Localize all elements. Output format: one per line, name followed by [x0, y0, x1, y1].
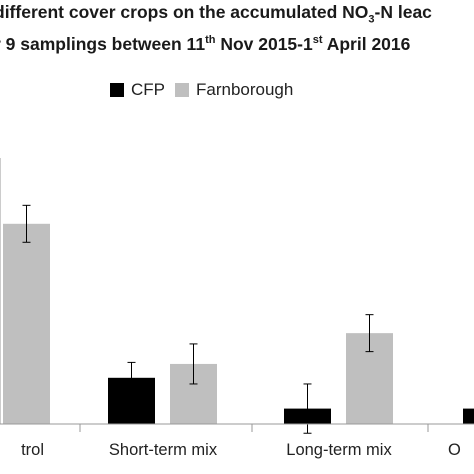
legend-swatch — [175, 83, 189, 97]
error-bar-farnborough-1 — [189, 343, 198, 385]
error-bar-farnborough-0 — [22, 204, 31, 243]
chart-legend: CFP Farnborough — [110, 79, 293, 101]
legend-label: Farnborough — [196, 80, 294, 99]
x-tick-label: Short-term mix — [109, 441, 218, 459]
bar-farnborough-0 — [3, 223, 50, 424]
error-bar-cfp-2 — [303, 383, 312, 434]
error-bar-cfp-1 — [127, 361, 136, 394]
chart-title: different cover crops on the accumulated… — [0, 0, 474, 80]
x-tick-label: O — [448, 441, 461, 459]
x-tick-label: trol — [21, 441, 44, 459]
x-tick-label: Long-term mix — [286, 441, 392, 459]
legend-item-cfp: CFP — [110, 80, 165, 100]
legend-swatch — [110, 83, 124, 97]
legend-label: CFP — [131, 80, 165, 99]
bar-cfp-3 — [463, 408, 474, 424]
chart-title-line-1: different cover crops on the accumulated… — [0, 2, 432, 26]
legend-item-farnborough: Farnborough — [175, 80, 293, 100]
chart-title-line-2: r 9 samplings between 11th Nov 2015-1st … — [0, 34, 411, 54]
error-bar-farnborough-2 — [365, 314, 374, 353]
